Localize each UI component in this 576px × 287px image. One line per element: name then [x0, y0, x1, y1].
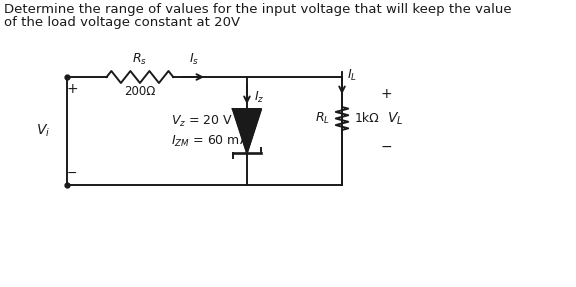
Text: $R_L$: $R_L$ [314, 111, 329, 126]
Text: −: − [381, 139, 392, 154]
Text: +: + [381, 86, 392, 100]
Text: $I_s$: $I_s$ [188, 52, 199, 67]
Text: $I_z$: $I_z$ [254, 90, 264, 104]
Text: $I_{ZM}$ = 60 mA: $I_{ZM}$ = 60 mA [172, 133, 250, 149]
Text: +: + [66, 82, 78, 96]
Polygon shape [233, 109, 261, 153]
Text: $V_z$ = 20 V: $V_z$ = 20 V [172, 113, 234, 129]
Text: of the load voltage constant at 20V: of the load voltage constant at 20V [3, 16, 240, 29]
Text: $I_L$: $I_L$ [347, 67, 357, 83]
Text: $V_L$: $V_L$ [387, 110, 403, 127]
Text: −: − [67, 166, 77, 179]
Text: $V_i$: $V_i$ [36, 123, 51, 139]
Text: Determine the range of values for the input voltage that will keep the value: Determine the range of values for the in… [3, 3, 511, 16]
Text: 200Ω: 200Ω [124, 85, 156, 98]
Text: $R_s$: $R_s$ [132, 52, 147, 67]
Text: 1kΩ: 1kΩ [354, 112, 379, 125]
